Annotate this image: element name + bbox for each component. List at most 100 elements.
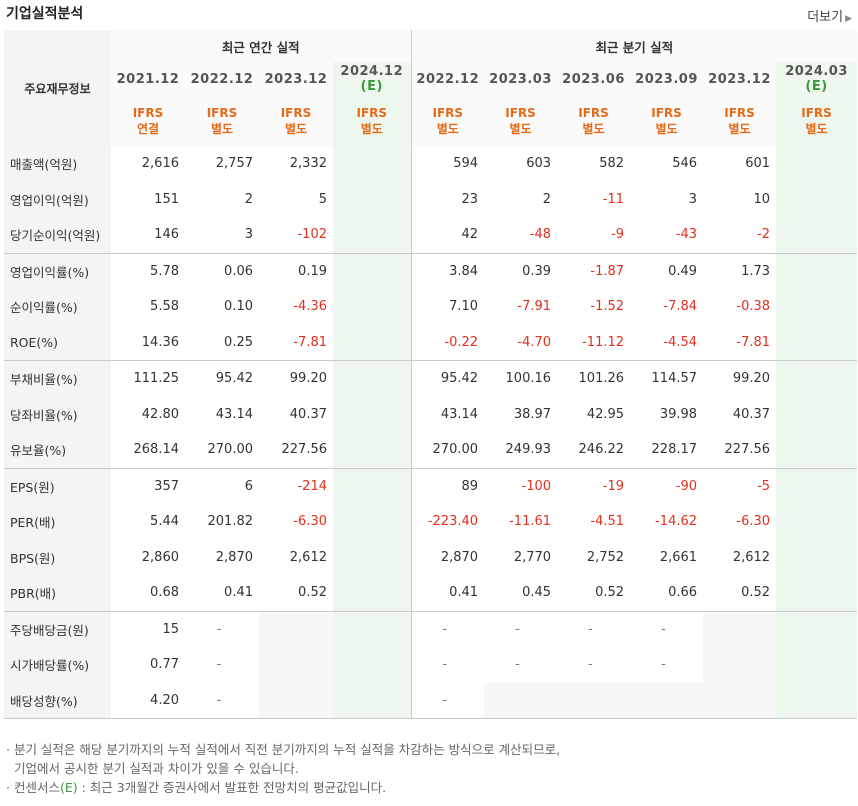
data-cell [776,575,858,612]
data-cell: 0.66 [630,575,704,612]
period-header: 2021.12 [111,62,185,96]
data-cell [484,682,558,719]
data-cell: -6.30 [736,514,771,530]
data-cell: 5.44 [150,514,179,530]
ifrs-badge: IFRS 별도 [484,96,558,146]
ifrs-label: IFRS [505,106,536,120]
data-cell: 227.56 [259,432,333,469]
period-label: 2023.06 [562,71,625,87]
period-header: 2024.03 (E) [776,62,858,96]
data-cell: - [216,657,222,673]
table-row: 유보율(%) 268.14 270.00 227.56 270.00 249.93 246.… [4,432,858,469]
data-cell [776,360,858,397]
ifrs-label: IFRS [206,106,238,120]
period-label: 2023.12 [264,71,328,87]
row-label: 주당배당금(원) [4,611,111,647]
data-cell: 42 [411,217,485,254]
data-cell: 95.42 [215,371,253,387]
data-cell: -7.84 [663,299,698,315]
data-cell [259,682,333,719]
data-cell: 14.36 [111,324,185,361]
data-cell: - [442,621,448,637]
period-label: 2024.12 [340,64,404,79]
data-cell [776,647,858,683]
data-cell: 99.20 [732,371,771,387]
row-label: 순이익률(%) [4,289,111,325]
data-cell: -7.81 [703,324,777,361]
row-label: BPS(원) [4,539,111,575]
ifrs-badge: IFRS 별도 [411,96,485,146]
data-cell: 2,860 [141,549,179,565]
data-cell [259,647,333,683]
data-cell [776,468,858,504]
data-cell: 114.57 [651,371,698,387]
data-cell: 546 [672,156,698,172]
period-label: 2022.12 [190,71,254,87]
data-cell: -4.36 [293,299,327,315]
data-cell: 42.80 [141,406,179,422]
table-row: 당기순이익(억원) 146 3 -102 42 -48 -9 -43 -2 [4,217,858,254]
data-cell: -7.91 [517,299,552,315]
data-cell: 5.78 [150,263,179,279]
data-cell [333,146,412,182]
data-cell [333,682,412,719]
data-cell: 0.52 [557,575,631,612]
row-label: 시가배당률(%) [4,647,111,683]
row-label: EPS(원) [4,468,111,504]
data-cell: 0.49 [668,263,698,279]
data-cell: 0.45 [484,575,558,612]
data-cell: -223.40 [427,514,479,530]
data-cell: 2,612 [289,549,327,565]
data-cell: 38.97 [513,406,552,422]
data-cell: 2,870 [440,549,479,565]
period-header: 2023.06 [557,62,631,96]
data-cell: 227.56 [703,432,777,469]
data-cell: -1.52 [590,299,625,315]
financial-table: 주요재무정보 최근 연간 실적 최근 분기 실적 2021.12 2022.12 2… [4,30,858,719]
period-header: 2023.12 [703,62,777,96]
more-link-label: 더보기 [807,10,844,25]
data-cell: 201.82 [207,514,254,530]
footnotes: · 분기 실적은 해당 분기까지의 누적 실적에서 직전 분기까지의 누적 실적… [6,740,560,797]
data-cell: - [588,657,593,673]
data-cell: - [515,621,520,637]
data-cell: -0.22 [411,324,485,361]
data-cell: -102 [259,217,333,254]
more-link[interactable]: 더보기 ▶ [807,6,852,25]
ifrs-type-label: 별도 [210,122,234,136]
data-cell: -0.38 [736,299,771,315]
table-row: 주당배당금(원) 15 - - - - - [4,611,858,647]
data-cell [776,682,858,719]
data-cell [703,611,777,647]
data-cell [776,432,858,469]
data-cell [333,217,412,254]
data-cell: 249.93 [484,432,558,469]
table-row: ROE(%) 14.36 0.25 -7.81 -0.22 -4.70 -11.12 -4.5… [4,324,858,361]
data-cell: - [588,621,593,637]
data-cell: 23 [461,191,479,207]
data-cell: 594 [453,156,479,172]
ifrs-type-label: 별도 [284,122,308,136]
ifrs-type-label: 별도 [509,122,532,136]
data-cell: -4.70 [484,324,558,361]
data-cell: - [661,657,666,673]
data-cell: 0.77 [150,657,179,673]
data-cell: -1.87 [590,263,625,279]
ifrs-type-label: 연결 [136,122,160,136]
data-cell: 228.17 [630,432,704,469]
data-cell: 2 [244,191,253,207]
data-cell [259,611,333,647]
ifrs-type-label: 별도 [436,122,459,136]
table-row: EPS(원) 357 6 -214 89 -100 -19 -90 -5 [4,468,858,504]
data-cell: 42.95 [586,406,625,422]
data-cell: 15 [162,621,179,637]
table-row: 부채비율(%) 111.25 95.42 99.20 95.42 100.16 101.26… [4,360,858,397]
data-cell: 270.00 [411,432,485,469]
data-cell [333,289,412,325]
data-cell [776,504,858,540]
ifrs-badge: IFRS 별도 [630,96,704,146]
data-cell: 0.52 [259,575,333,612]
data-cell: 2,752 [586,549,625,565]
table-row: 영업이익(억원) 151 2 5 23 2 -11 3 10 [4,181,858,217]
data-cell [557,682,631,719]
